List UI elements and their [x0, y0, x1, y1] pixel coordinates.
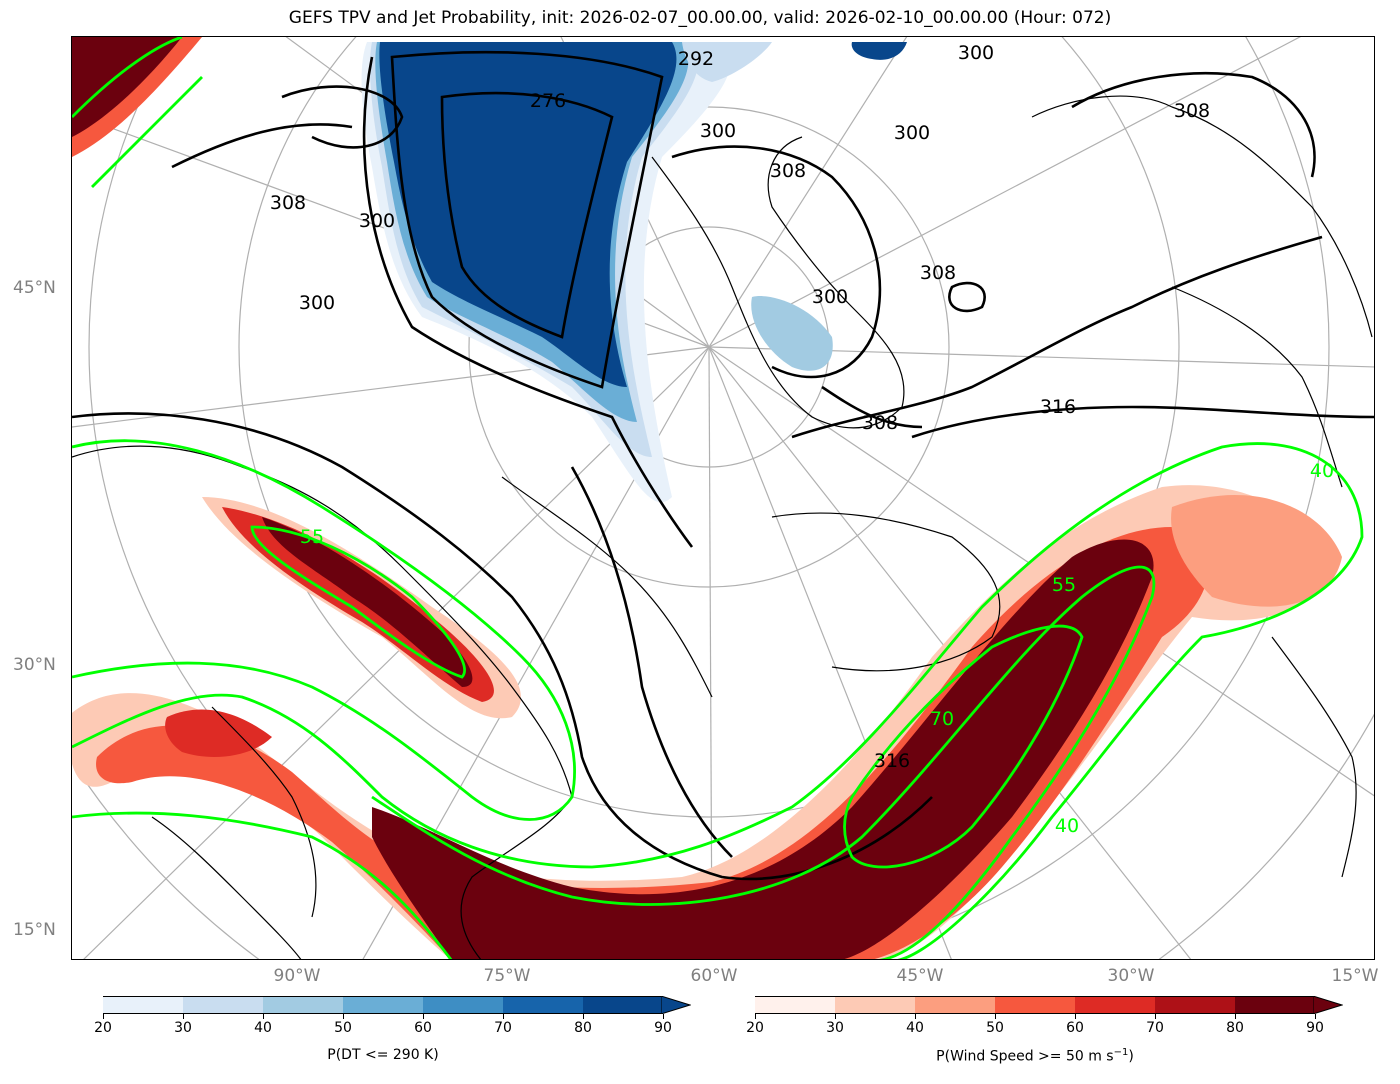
theta-label: 308 — [270, 192, 306, 214]
lon-label-75w: 75°W — [483, 966, 531, 986]
theta-label: 292 — [678, 48, 714, 70]
wind-colorbar-segment — [835, 996, 915, 1014]
dt-colorbar: 20 30 40 50 60 70 80 90 — [94, 996, 691, 1036]
wind-colorbar-tick-label: 70 — [1146, 1020, 1164, 1036]
dt-colorbar-tick-label: 50 — [334, 1020, 352, 1036]
lon-label-30w: 30°W — [1107, 966, 1155, 986]
theta-label: 308 — [1174, 100, 1210, 122]
dt-colorbar-tick — [583, 1014, 584, 1019]
jet-contour-labels: 40 40 55 55 70 — [300, 460, 1334, 837]
dt-colorbar-extend-arrow — [661, 996, 691, 1014]
dt-colorbar-tick-label: 80 — [574, 1020, 592, 1036]
dt-colorbar-tick — [343, 1014, 344, 1019]
dt-colorbar-segment — [103, 996, 183, 1014]
theta-label: 300 — [812, 286, 848, 308]
wind-colorbar-tick — [1155, 1014, 1156, 1019]
lat-label-15n: 15°N — [13, 920, 56, 940]
wind-colorbar: 20 30 40 50 60 70 80 90 — [746, 996, 1343, 1036]
dt-colorbar-tick-label: 30 — [174, 1020, 192, 1036]
dt-colorbar-tick — [183, 1014, 184, 1019]
wind-colorbar-segment — [1235, 996, 1315, 1014]
dt-colorbar-segment — [263, 996, 343, 1014]
theta-label: 300 — [359, 210, 395, 232]
dt-colorbar-segment — [183, 996, 263, 1014]
jet-label: 40 — [1310, 460, 1334, 482]
lat-label-30n: 30°N — [13, 655, 56, 675]
dt-colorbar-tick — [503, 1014, 504, 1019]
wind-colorbar-label: P(Wind Speed >= 50 m s−1) — [755, 1047, 1315, 1065]
wind-colorbar-tick — [995, 1014, 996, 1019]
wind-colorbar-extend-arrow — [1313, 996, 1343, 1014]
figure-title: GEFS TPV and Jet Probability, init: 2026… — [288, 8, 1112, 28]
wind-colorbar-tick-label: 90 — [1306, 1020, 1324, 1036]
wind-colorbar-tick-label: 60 — [1066, 1020, 1084, 1036]
jet-label: 55 — [300, 526, 324, 548]
wind-colorbar-segment — [995, 996, 1075, 1014]
lat-label-45n: 45°N — [13, 278, 56, 298]
jet-probability-shading — [72, 37, 1342, 959]
wind-colorbar-tick — [1315, 1014, 1316, 1019]
jet-label: 55 — [1052, 574, 1076, 596]
lon-label-15w: 15°W — [1331, 966, 1379, 986]
wind-colorbar-tick — [915, 1014, 916, 1019]
wind-colorbar-tick — [1075, 1014, 1076, 1019]
dt-colorbar-label: P(DT <= 290 K) — [327, 1047, 439, 1063]
wind-colorbar-tick-label: 50 — [986, 1020, 1004, 1036]
theta-label: 300 — [700, 120, 736, 142]
dt-colorbar-tick-label: 90 — [654, 1020, 672, 1036]
wind-colorbar-segment — [1075, 996, 1155, 1014]
wind-colorbar-tick-label: 30 — [826, 1020, 844, 1036]
theta-label: 300 — [958, 42, 994, 64]
theta-label: 316 — [874, 750, 910, 772]
wind-colorbar-segment — [1155, 996, 1235, 1014]
wind-label-end: ) — [1128, 1048, 1134, 1065]
wind-label-exponent: −1 — [1113, 1047, 1129, 1058]
tpv-probability-shading — [361, 42, 907, 503]
lon-label-90w: 90°W — [273, 966, 321, 986]
theta-label: 300 — [894, 122, 930, 144]
wind-colorbar-tick-label: 20 — [746, 1020, 764, 1036]
wind-label-text: P(Wind Speed >= 50 m s — [936, 1048, 1114, 1065]
dt-colorbar-tick — [423, 1014, 424, 1019]
theta-label: 308 — [920, 262, 956, 284]
wind-colorbar-segment — [755, 996, 835, 1014]
wind-colorbar-tick — [835, 1014, 836, 1019]
dt-colorbar-tick-label: 70 — [494, 1020, 512, 1036]
dt-colorbar-segment — [583, 996, 663, 1014]
theta-contours — [72, 50, 1374, 881]
theta-label: 308 — [770, 160, 806, 182]
map-panel: 276 292 300 300 300 300 300 300 308 308 … — [71, 36, 1375, 960]
wind-colorbar-tick-label: 40 — [906, 1020, 924, 1036]
wind-colorbar-tick — [1235, 1014, 1236, 1019]
dt-colorbar-segment — [503, 996, 583, 1014]
wind-colorbar-segment — [915, 996, 995, 1014]
dt-colorbar-segment — [343, 996, 423, 1014]
dt-colorbar-tick-label: 40 — [254, 1020, 272, 1036]
dt-colorbar-tick-label: 60 — [414, 1020, 432, 1036]
dt-colorbar-tick-label: 20 — [94, 1020, 112, 1036]
wind-colorbar-tick — [755, 1014, 756, 1019]
dt-colorbar-tick — [103, 1014, 104, 1019]
wind-colorbar-tick-label: 80 — [1226, 1020, 1244, 1036]
dt-colorbar-tick — [663, 1014, 664, 1019]
theta-contour-labels: 276 292 300 300 300 300 300 300 308 308 … — [270, 42, 1210, 772]
lon-label-45w: 45°W — [896, 966, 944, 986]
dt-colorbar-segment — [423, 996, 503, 1014]
jet-label: 70 — [930, 708, 954, 730]
theta-label: 276 — [530, 90, 566, 112]
theta-label: 316 — [1040, 396, 1076, 418]
dt-colorbar-tick — [263, 1014, 264, 1019]
theta-label: 308 — [862, 412, 898, 434]
jet-label: 40 — [1055, 815, 1079, 837]
lon-label-60w: 60°W — [690, 966, 738, 986]
theta-label: 300 — [299, 292, 335, 314]
jet-contours — [72, 37, 1364, 959]
